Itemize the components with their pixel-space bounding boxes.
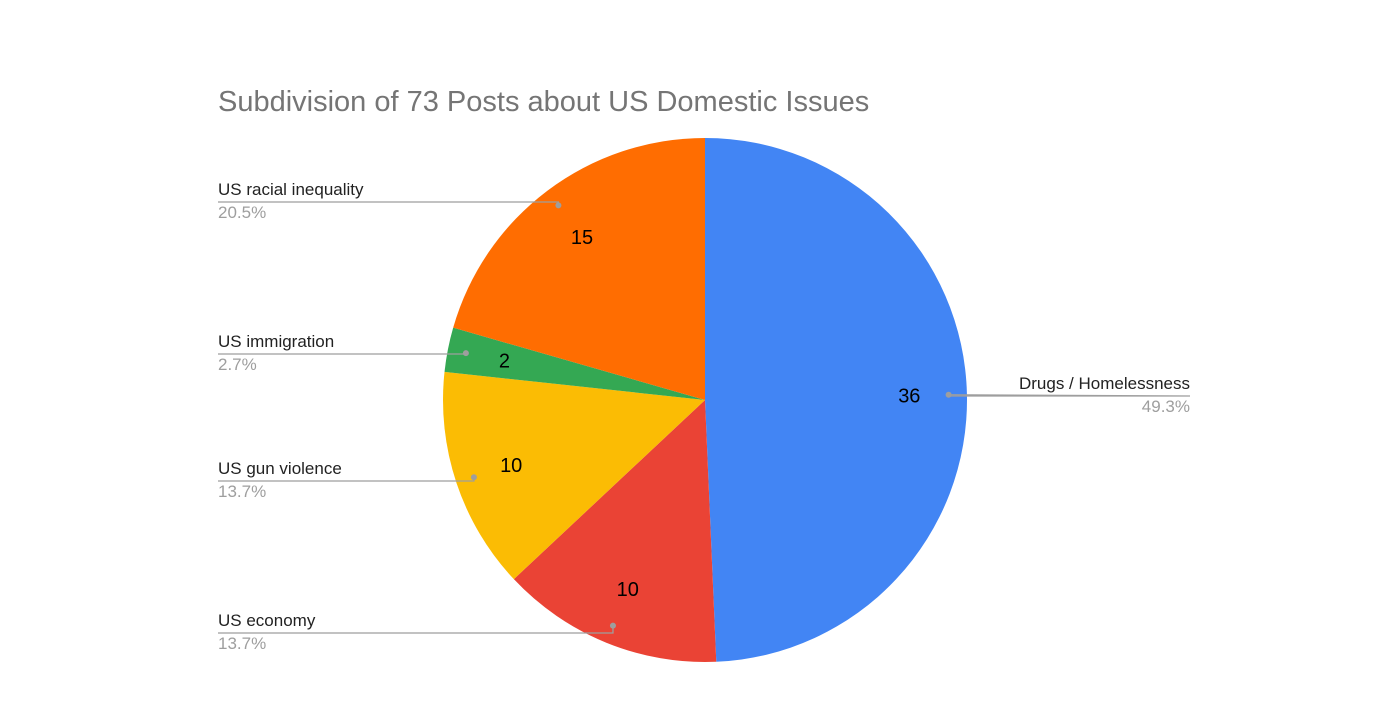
slice-value-labels: 36 10 10 2 15 <box>499 227 921 601</box>
slice-value-label-us-racial-inequality: 15 <box>571 227 593 249</box>
pie-slices <box>443 138 968 663</box>
pie-slice-drugs-homelessness <box>705 138 968 662</box>
pie-slice-us-gun-violence <box>443 371 705 580</box>
legend-label-drugs-homelessness: Drugs / Homelessness <box>1019 374 1190 393</box>
leader-line-drugs-homelessness <box>948 394 1191 397</box>
leader-dot-drugs-homelessness <box>945 391 952 398</box>
slice-value-label-us-gun-violence: 10 <box>500 455 522 477</box>
pie-slice-us-immigration <box>444 327 705 400</box>
legend-percent-us-economy: 13.7% <box>218 634 266 653</box>
legend-percent-us-racial-inequality: 20.5% <box>218 203 266 222</box>
slice-value-label-us-economy: 10 <box>617 579 639 601</box>
legend-entry-us-economy: US economy 13.7% <box>218 611 616 653</box>
legend-label-us-gun-violence: US gun violence <box>218 459 342 478</box>
leader-dot-us-racial-inequality <box>555 202 562 209</box>
legend-entry-drugs-homelessness: Drugs / Homelessness 49.3% <box>945 374 1191 416</box>
legend-percent-drugs-homelessness: 49.3% <box>1142 397 1190 416</box>
pie-slice-us-racial-inequality <box>453 138 705 400</box>
legend-entry-us-gun-violence: US gun violence 13.7% <box>218 459 477 501</box>
leader-dot-us-gun-violence <box>470 474 477 481</box>
legend-label-us-economy: US economy <box>218 611 316 630</box>
legend-label-us-immigration: US immigration <box>218 332 334 351</box>
pie-slice-us-economy <box>513 400 717 663</box>
legend-percent-us-immigration: 2.7% <box>218 355 257 374</box>
slice-value-label-drugs-homelessness: 36 <box>898 386 920 408</box>
slice-value-label-us-immigration: 2 <box>499 351 510 373</box>
leader-dot-us-immigration <box>462 350 469 357</box>
legend-percent-us-gun-violence: 13.7% <box>218 482 266 501</box>
legend-label-us-racial-inequality: US racial inequality <box>218 180 364 199</box>
leader-dot-us-economy <box>609 622 616 629</box>
leader-line-us-racial-inequality <box>218 201 560 206</box>
chart-title: Subdivision of 73 Posts about US Domesti… <box>218 86 869 118</box>
slice-legend-labels: Drugs / Homelessness 49.3% US economy 13.7%… <box>218 180 1191 653</box>
leader-line-us-immigration <box>218 353 467 355</box>
legend-entry-us-racial-inequality: US racial inequality 20.5% <box>218 180 562 222</box>
legend-entry-us-immigration: US immigration 2.7% <box>218 332 469 374</box>
